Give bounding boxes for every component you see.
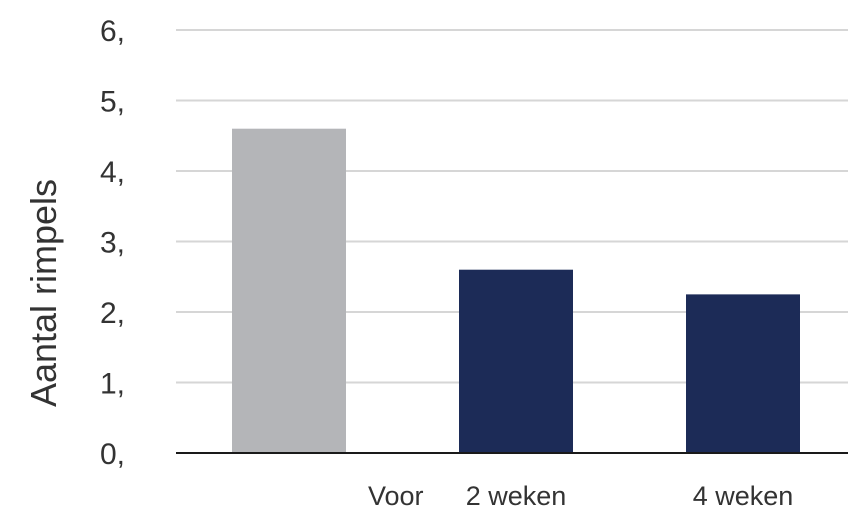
y-axis-tick-labels: 0, 1, 2, 3, 4, 5, 6,: [100, 15, 125, 471]
x-tick-label: Voor: [368, 481, 424, 511]
y-axis-title: Aantal rimpels: [23, 179, 64, 407]
bar: [459, 269, 573, 453]
x-tick-label: 4 weken: [693, 481, 794, 511]
y-tick-label: 4,: [100, 156, 125, 189]
y-tick-label: 5,: [100, 86, 125, 119]
y-tick-label: 1,: [100, 368, 125, 401]
x-tick-label: 2 weken: [466, 481, 567, 511]
bar: [232, 128, 346, 453]
y-tick-label: 3,: [100, 227, 125, 260]
y-tick-label: 2,: [100, 297, 125, 330]
y-tick-label: 0,: [100, 438, 125, 471]
y-tick-label: 6,: [100, 15, 125, 48]
bars: [232, 128, 800, 453]
bar: [686, 294, 800, 453]
x-axis-category-labels: Voor 2 weken 4 weken: [368, 481, 793, 511]
